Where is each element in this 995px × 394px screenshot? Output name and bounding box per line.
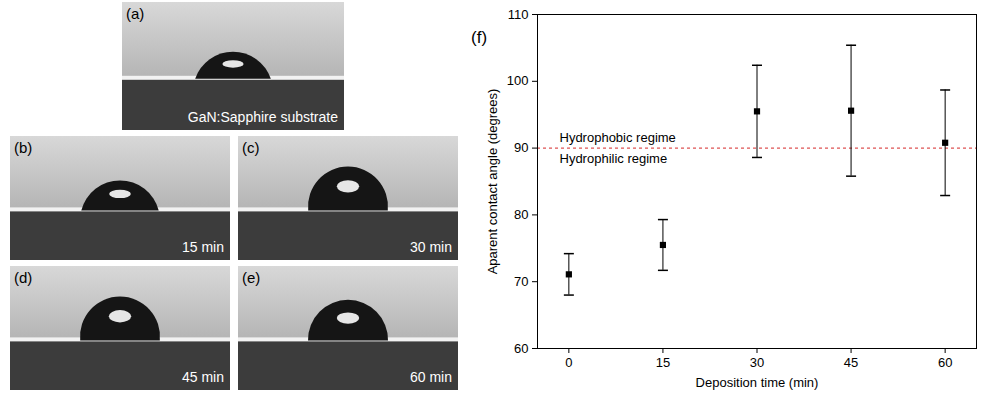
svg-text:(e): (e) xyxy=(242,269,260,286)
svg-text:15 min: 15 min xyxy=(182,239,224,255)
svg-text:90: 90 xyxy=(514,140,528,155)
svg-text:(d): (d) xyxy=(14,269,32,286)
svg-text:Hydrophilic regime: Hydrophilic regime xyxy=(560,151,668,166)
svg-text:60: 60 xyxy=(938,355,952,370)
svg-text:GaN:Sapphire substrate: GaN:Sapphire substrate xyxy=(188,109,338,125)
svg-text:Deposition time (min): Deposition time (min) xyxy=(696,375,819,390)
svg-text:110: 110 xyxy=(508,7,529,22)
svg-text:30 min: 30 min xyxy=(410,239,452,255)
svg-text:80: 80 xyxy=(514,207,528,222)
svg-text:Hydrophobic regime: Hydrophobic regime xyxy=(560,130,676,145)
svg-text:60: 60 xyxy=(514,341,528,356)
svg-text:45: 45 xyxy=(844,355,858,370)
svg-text:15: 15 xyxy=(656,355,670,370)
svg-text:30: 30 xyxy=(750,355,764,370)
svg-text:(a): (a) xyxy=(126,5,144,22)
svg-text:100: 100 xyxy=(507,73,529,88)
svg-text:60 min: 60 min xyxy=(410,369,452,385)
svg-text:Aparent contact angle (degrees: Aparent contact angle (degrees) xyxy=(485,89,500,275)
svg-text:0: 0 xyxy=(565,355,572,370)
svg-text:45 min: 45 min xyxy=(182,369,224,385)
svg-text:(b): (b) xyxy=(14,139,32,156)
svg-text:(c): (c) xyxy=(242,139,260,156)
svg-text:70: 70 xyxy=(514,274,528,289)
html-text:(f): (f) xyxy=(471,28,487,47)
